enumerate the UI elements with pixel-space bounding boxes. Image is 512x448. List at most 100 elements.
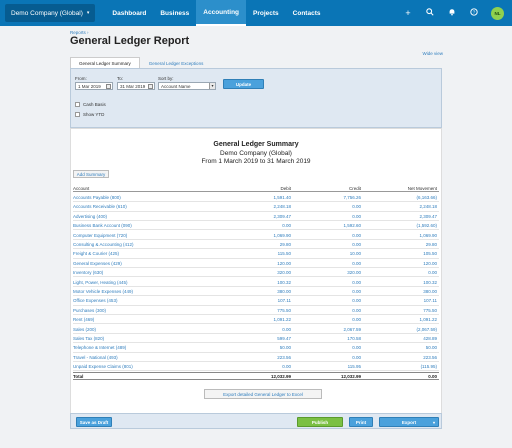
credit-cell[interactable]: 0.00	[352, 213, 361, 219]
net-movement-cell[interactable]: (6,163.66)	[416, 195, 437, 200]
net-movement-cell[interactable]: 120.00	[423, 260, 437, 266]
table-row[interactable]: Purchases (300) 775.50 0.00 775.50	[73, 307, 439, 315]
table-row[interactable]: Unpaid Expense Claims (801) 0.00 115.95 (11…	[73, 363, 439, 372]
credit-cell[interactable]: 0.00	[352, 242, 361, 247]
debit-cell[interactable]: 223.56	[277, 354, 291, 360]
account-cell[interactable]: Sales (200)	[73, 326, 97, 332]
debit-cell[interactable]: 380.00	[277, 289, 291, 294]
publish-button[interactable]: Publish	[297, 417, 343, 427]
credit-cell[interactable]: 0.00	[352, 204, 361, 210]
credit-cell[interactable]: 0.00	[352, 232, 361, 238]
bell-icon[interactable]	[447, 8, 457, 18]
account-cell[interactable]: Computer Equipment (720)	[73, 232, 128, 238]
debit-cell[interactable]: 115.50	[277, 251, 291, 257]
table-row[interactable]: Accounts Payable (800) 1,591.40 7,756.26 (6…	[73, 194, 439, 203]
account-cell[interactable]: Light, Power, Heating (445)	[73, 279, 128, 285]
credit-cell[interactable]: 0.00	[352, 354, 361, 360]
credit-cell[interactable]: 10.00	[349, 251, 361, 257]
account-cell[interactable]: Travel - National (493)	[73, 354, 118, 360]
nav-accounting[interactable]: Accounting	[196, 0, 247, 26]
credit-cell[interactable]: 0.00	[352, 317, 361, 323]
wide-view-link[interactable]: Wide view	[422, 51, 443, 56]
nav-business[interactable]: Business	[160, 9, 190, 17]
credit-cell[interactable]: 0.00	[352, 307, 361, 313]
account-cell[interactable]: Consulting & Accounting (412)	[73, 242, 134, 247]
debit-cell[interactable]: 599.47	[277, 336, 291, 341]
table-row[interactable]: Business Bank Account (090) 0.00 1,592.60 (…	[73, 222, 439, 231]
debit-cell[interactable]: 2,309.47	[273, 213, 291, 219]
nav-contacts[interactable]: Contacts	[292, 9, 321, 17]
table-row[interactable]: Motor Vehicle Expenses (449) 380.00 0.00 38…	[73, 288, 439, 297]
credit-cell[interactable]: 0.00	[352, 279, 361, 285]
avatar[interactable]: NL	[491, 6, 504, 20]
credit-cell[interactable]: 0.00	[352, 298, 361, 304]
debit-cell[interactable]: 0.00	[282, 223, 291, 229]
add-summary-button[interactable]: Add Summary	[73, 170, 109, 178]
net-movement-cell[interactable]: 0.00	[428, 270, 437, 276]
table-row[interactable]: Consulting & Accounting (412) 29.80 0.00 29…	[73, 241, 439, 250]
debit-cell[interactable]: 29.80	[279, 242, 291, 247]
debit-cell[interactable]: 1,069.90	[273, 232, 291, 238]
account-cell[interactable]: Telephone & Internet (489)	[73, 345, 127, 351]
debit-cell[interactable]: 107.11	[277, 298, 291, 304]
credit-cell[interactable]: 0.00	[352, 260, 361, 266]
from-date-input[interactable]: 1 Mar 2019	[75, 82, 113, 90]
organisation-switcher[interactable]: Demo Company (Global) ▾	[5, 4, 96, 22]
net-movement-cell[interactable]: 775.50	[423, 307, 437, 313]
net-movement-cell[interactable]: 380.00	[423, 289, 437, 294]
net-movement-cell[interactable]: (115.95)	[420, 364, 437, 370]
table-row[interactable]: Telephone & Internet (489) 50.00 0.00 50.00	[73, 344, 439, 353]
table-row[interactable]: Accounts Receivable (610) 2,248.18 0.00 2,2…	[73, 203, 439, 212]
update-button[interactable]: Update	[223, 79, 264, 89]
net-movement-cell[interactable]: 50.00	[425, 345, 437, 351]
help-icon[interactable]: ?	[469, 8, 479, 18]
table-row[interactable]: Advertising (400) 2,309.47 0.00 2,309.47	[73, 213, 439, 221]
add-icon[interactable]: +	[405, 7, 411, 18]
save-draft-button[interactable]: Save as Draft	[76, 417, 112, 427]
net-movement-cell[interactable]: 2,309.47	[419, 213, 437, 219]
credit-cell[interactable]: 170.58	[347, 336, 361, 341]
account-cell[interactable]: Purchases (300)	[73, 307, 107, 313]
net-movement-cell[interactable]: 223.56	[423, 354, 437, 360]
account-cell[interactable]: Accounts Receivable (610)	[73, 204, 127, 210]
breadcrumb[interactable]: Reports ›	[70, 30, 89, 35]
account-cell[interactable]: Unpaid Expense Claims (801)	[73, 364, 133, 370]
net-movement-cell[interactable]: 105.50	[423, 251, 437, 257]
calendar-icon[interactable]	[148, 84, 153, 89]
debit-cell[interactable]: 775.50	[277, 307, 291, 313]
credit-cell[interactable]: 2,067.59	[343, 326, 361, 332]
net-movement-cell[interactable]: 100.32	[423, 279, 437, 285]
account-cell[interactable]: Motor Vehicle Expenses (449)	[73, 289, 134, 294]
debit-cell[interactable]: 0.00	[282, 326, 291, 332]
sort-by-select[interactable]: Account Name ▾	[158, 82, 216, 90]
nav-projects[interactable]: Projects	[253, 9, 279, 17]
nav-dashboard[interactable]: Dashboard	[112, 9, 147, 17]
net-movement-cell[interactable]: 29.80	[425, 242, 437, 247]
table-row[interactable]: Sales Tax (820) 599.47 170.58 428.89	[73, 335, 439, 344]
debit-cell[interactable]: 320.00	[277, 270, 291, 276]
checkbox-box[interactable]	[75, 112, 80, 117]
account-cell[interactable]: General Expenses (429)	[73, 260, 122, 266]
table-row[interactable]: General Expenses (429) 120.00 0.00 120.00	[73, 260, 439, 268]
credit-cell[interactable]: 0.00	[352, 289, 361, 294]
debit-cell[interactable]: 100.32	[277, 279, 291, 285]
credit-cell[interactable]: 115.95	[347, 364, 361, 370]
credit-cell[interactable]: 7,756.26	[343, 195, 361, 200]
debit-cell[interactable]: 0.00	[282, 364, 291, 370]
table-row[interactable]: Sales (200) 0.00 2,067.59 (2,067.59)	[73, 326, 439, 334]
net-movement-cell[interactable]: 2,248.18	[419, 204, 437, 210]
account-cell[interactable]: Advertising (400)	[73, 213, 108, 219]
account-cell[interactable]: Inventory (630)	[73, 270, 104, 276]
tab-general-ledger-exceptions[interactable]: General Ledger Exceptions	[148, 61, 204, 66]
search-icon[interactable]	[425, 8, 435, 18]
calendar-icon[interactable]	[106, 84, 111, 89]
to-date-input[interactable]: 31 Mar 2019	[117, 82, 155, 90]
table-row[interactable]: Computer Equipment (720) 1,069.90 0.00 1,06…	[73, 232, 439, 240]
show-ytd-checkbox[interactable]: Show YTD	[75, 112, 104, 117]
table-row[interactable]: Inventory (630) 320.00 320.00 0.00	[73, 269, 439, 278]
account-cell[interactable]: Sales Tax (820)	[73, 336, 105, 341]
cash-basis-checkbox[interactable]: Cash Basis	[75, 102, 106, 107]
print-button[interactable]: Print	[349, 417, 373, 427]
account-cell[interactable]: Rent (469)	[73, 317, 95, 323]
account-cell[interactable]: Business Bank Account (090)	[73, 223, 132, 229]
